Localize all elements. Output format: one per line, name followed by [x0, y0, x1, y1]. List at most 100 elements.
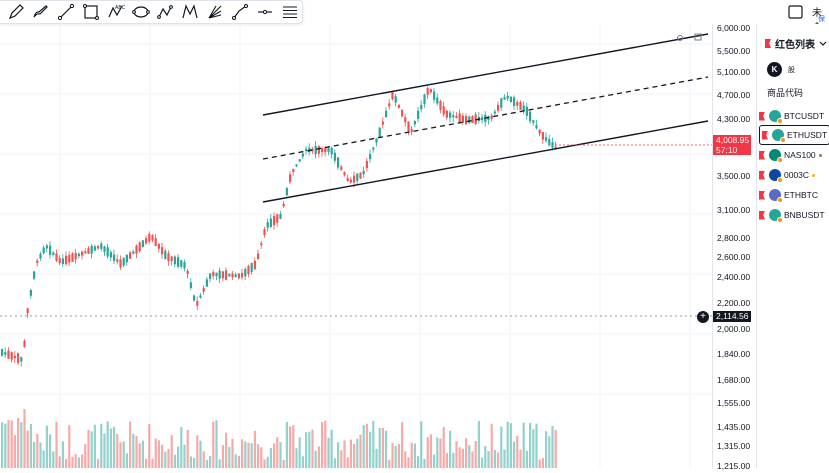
red-flag-icon[interactable]: [759, 170, 765, 180]
red-flag-icon[interactable]: [759, 210, 765, 220]
volume-bar: [116, 433, 119, 468]
layout-square-icon[interactable]: [787, 4, 805, 20]
volume-bar: [97, 458, 100, 468]
volume-bar: [173, 454, 176, 468]
red-flag-icon[interactable]: [762, 130, 768, 140]
volume-bar: [87, 429, 90, 468]
price-axis-label: 1,215.00: [717, 461, 751, 471]
polyline-icon: [231, 4, 248, 20]
symbol-ticker: BNBUSDT: [784, 210, 825, 220]
price-axis-label: 1,315.00: [717, 441, 751, 451]
volume-bar: [106, 421, 109, 468]
volume-bar: [404, 451, 407, 468]
candle-body: [330, 147, 333, 155]
candle-body: [436, 97, 439, 104]
polyline-tool-button[interactable]: [227, 1, 252, 23]
trend-line-tool-button[interactable]: [54, 1, 79, 23]
candle-body: [346, 178, 349, 181]
horizontal-line-tool-button[interactable]: [252, 1, 277, 23]
volume-bar: [209, 456, 212, 468]
price-axis-label: 2,000.00: [717, 324, 751, 334]
fib-retracement-tool-button[interactable]: [277, 1, 302, 23]
candle-body: [49, 245, 52, 255]
candle-body: [506, 95, 509, 99]
add-alert-plus-icon[interactable]: +: [697, 311, 709, 323]
candle-body: [257, 253, 260, 260]
price-axis-label: 2,200.00: [717, 298, 751, 308]
candle-body: [154, 238, 157, 247]
watchlist-row-ethusdt[interactable]: ETHUSDT: [759, 125, 829, 145]
candle-body: [263, 229, 266, 236]
price-axis[interactable]: 6,000.00 5,500.00 5,100.00 4,700.00 4,300.00…: [712, 23, 756, 471]
candle-body: [237, 273, 240, 279]
candle-body: [164, 250, 167, 260]
candle-body: [388, 103, 391, 107]
candle-body: [218, 270, 221, 279]
candle-body: [397, 104, 400, 108]
candle-body: [458, 113, 461, 123]
gann-fan-tool-button[interactable]: [203, 1, 228, 23]
candle-body: [186, 270, 189, 274]
red-flag-icon[interactable]: [759, 150, 765, 160]
volume-bar: [532, 429, 535, 468]
volume-bar: [103, 433, 106, 468]
volume-bar: [295, 448, 298, 468]
watchlist-row-0003c[interactable]: 0003C: [757, 165, 829, 185]
list-owner[interactable]: K 股: [767, 62, 795, 77]
candle-body: [465, 115, 468, 125]
pencil-tool-button[interactable]: [4, 1, 29, 23]
ellipse-tool-button[interactable]: [128, 1, 153, 23]
volume-bar: [516, 435, 519, 468]
chart-canvas[interactable]: [0, 24, 712, 468]
brush-tool-button[interactable]: [29, 1, 54, 23]
xabcd-pattern-tool-button[interactable]: [178, 1, 203, 23]
volume-bar: [487, 451, 490, 468]
column-header-symbol[interactable]: 商品代码: [767, 88, 804, 98]
candle-body: [305, 148, 308, 152]
volume-bar: [253, 430, 256, 468]
candle-body: [97, 245, 100, 249]
watchlist-row-ethbtc[interactable]: ETHBTC: [757, 185, 829, 205]
volume-bar: [461, 448, 464, 468]
candlestick-chart[interactable]: [0, 24, 712, 468]
candle-body: [260, 243, 263, 246]
volume-bar: [500, 426, 503, 468]
channel-mid-line: [262, 76, 709, 160]
candle-body: [362, 170, 365, 175]
red-flag-icon[interactable]: [759, 190, 765, 200]
watchlist-header[interactable]: 红色列表: [765, 36, 827, 51]
candle-body: [481, 117, 484, 121]
candle-body: [394, 96, 397, 103]
candle-body: [538, 129, 541, 134]
candle-body: [13, 355, 16, 359]
horizontal-line-icon: [257, 9, 272, 15]
volume-bar: [260, 447, 263, 468]
volume-bar: [81, 454, 84, 468]
candle-body: [90, 245, 93, 254]
volume-bar: [506, 421, 509, 468]
candle-body: [311, 148, 314, 152]
volume-bar: [346, 457, 349, 468]
candle-body: [455, 116, 458, 119]
red-flag-icon[interactable]: [759, 111, 765, 121]
watchlist-row-bnbusdt[interactable]: BNBUSDT: [757, 205, 829, 225]
rectangle-tool-button[interactable]: [78, 1, 103, 23]
candle-body: [522, 105, 525, 112]
volume-bar: [279, 442, 282, 468]
watchlist-row-nas100[interactable]: NAS100: [757, 145, 829, 165]
candle-body: [231, 273, 234, 278]
candle-body: [65, 255, 68, 265]
candle-body: [68, 254, 71, 263]
price-axis-label: 2,600.00: [717, 252, 751, 262]
volume-bar: [471, 451, 474, 468]
volume-bar: [68, 425, 71, 468]
candle-body: [157, 244, 160, 249]
abcd-pattern-tool-button[interactable]: ABC: [103, 1, 128, 23]
volume-bar: [263, 459, 266, 468]
path-tool-button[interactable]: [153, 1, 178, 23]
candle-body: [413, 121, 416, 125]
watchlist-row-btcusdt[interactable]: BTCUSDT: [757, 106, 829, 126]
candle-body: [241, 272, 244, 278]
candle-body: [343, 172, 346, 176]
drawing-toolbar: ABC: [0, 0, 303, 24]
